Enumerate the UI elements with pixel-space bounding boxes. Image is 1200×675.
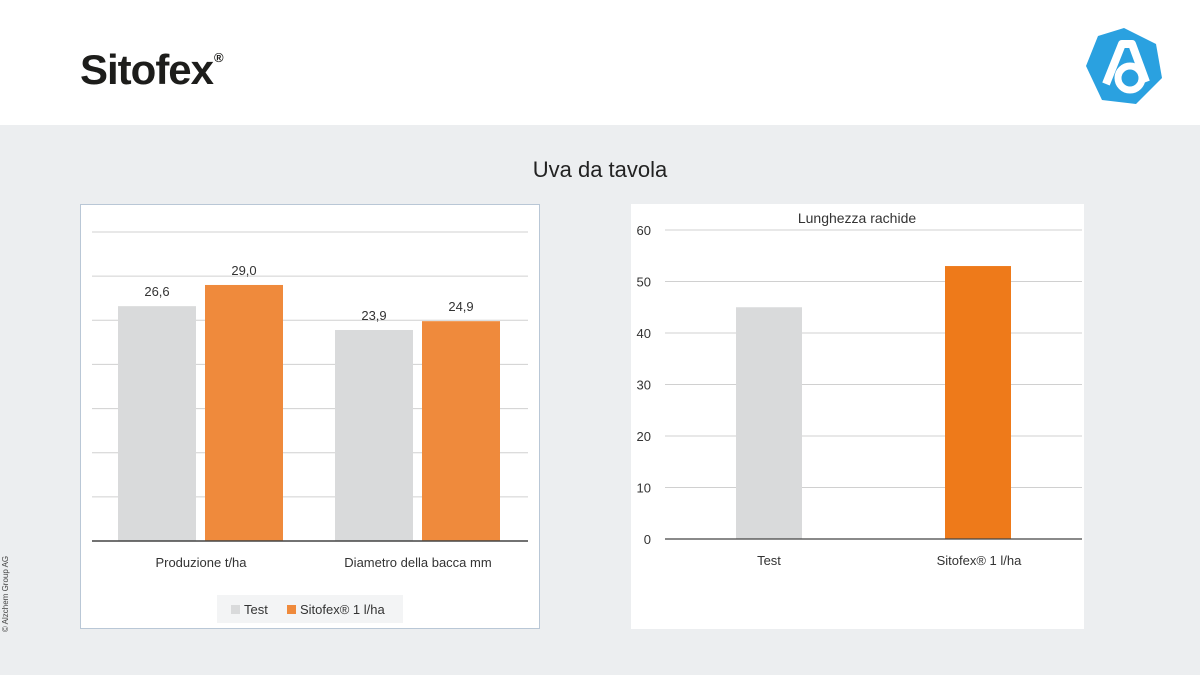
logo-registered-mark: ® xyxy=(214,50,224,65)
y-tick-label: 20 xyxy=(637,429,651,444)
legend-box xyxy=(217,595,403,623)
chart-title: Lunghezza rachide xyxy=(798,210,917,226)
data-label: 26,6 xyxy=(144,284,169,299)
legend-swatch-sitofex xyxy=(287,605,296,614)
bar-test xyxy=(736,307,802,539)
logo-text: Sitofex xyxy=(80,46,214,93)
category-label: Produzione t/ha xyxy=(155,555,247,570)
bar-test xyxy=(118,306,196,541)
data-label: 29,0 xyxy=(231,263,256,278)
bar-sitofex xyxy=(205,284,283,541)
bars xyxy=(736,266,1011,539)
y-tick-label: 30 xyxy=(637,378,651,393)
bar-sitofex xyxy=(422,321,500,541)
acc-logo-icon xyxy=(1086,28,1162,104)
data-label: 24,9 xyxy=(448,299,473,314)
data-labels: 26,6 29,0 23,9 24,9 xyxy=(144,263,473,323)
y-tick-label: 50 xyxy=(637,275,651,290)
y-tick-label: 10 xyxy=(637,481,651,496)
legend-label: Sitofex® 1 l/ha xyxy=(300,602,386,617)
category-label: Test xyxy=(757,553,781,568)
legend-label: Test xyxy=(244,602,268,617)
y-axis-ticks: 0 10 20 30 40 50 60 xyxy=(637,223,651,547)
legend-swatch-test xyxy=(231,605,240,614)
category-label: Diametro della bacca mm xyxy=(344,555,491,570)
copyright-text: © Alzchem Group AG xyxy=(1,555,10,632)
bar-sitofex xyxy=(945,266,1011,539)
bars xyxy=(118,284,500,541)
grid-lines xyxy=(665,229,1082,488)
category-label: Sitofex® 1 l/ha xyxy=(937,553,1023,568)
grouped-bar-chart: 26,6 29,0 23,9 24,9 Produzione t/ha Diametr… xyxy=(92,231,528,623)
data-label: 23,9 xyxy=(361,308,386,323)
bar-chart: Lunghezza rachide 0 10 20 30 40 50 60 Test Sit… xyxy=(637,210,1082,568)
page-title: Uva da tavola xyxy=(532,157,668,182)
bar-test xyxy=(335,329,413,541)
header: Sitofex® xyxy=(0,0,1200,125)
chart-panel-left: 26,6 29,0 23,9 24,9 Produzione t/ha Diametr… xyxy=(80,204,540,629)
legend: Test Sitofex® 1 l/ha xyxy=(217,595,403,623)
sitofex-logo: Sitofex® xyxy=(80,46,224,96)
y-tick-label: 40 xyxy=(637,326,651,341)
y-tick-label: 60 xyxy=(637,223,651,238)
y-tick-label: 0 xyxy=(644,532,651,547)
chart-panel-right: Lunghezza rachide 0 10 20 30 40 50 60 Test Sit… xyxy=(631,204,1084,629)
